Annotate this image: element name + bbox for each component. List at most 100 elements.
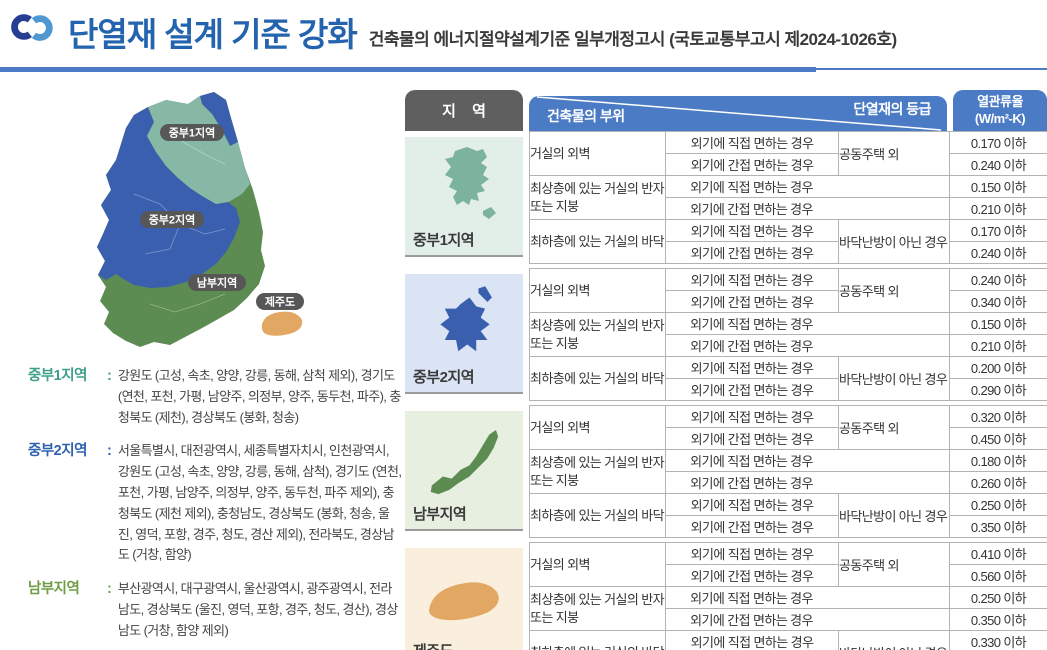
page-header: 단열재 설계 기준 강화 건축물의 에너지절약설계기준 일부개정고시 (국토교통… — [10, 10, 897, 53]
section-rows-table: 거실의 외벽 외기에 직접 면하는 경우 공동주택 외 0.240 이하 외기에 간접 … — [529, 268, 1047, 401]
building-part-cell: 거실의 외벽 — [529, 131, 666, 176]
grade-cell: 공동주택 외 — [838, 542, 950, 587]
u-value-cell: 0.330 이하 — [949, 630, 1047, 650]
u-value-cell: 0.250 이하 — [949, 586, 1047, 609]
building-part-cell: 최하층에 있는 거실의 바닥 — [529, 493, 666, 538]
map-badge-jeju: 제주도 — [256, 293, 304, 310]
u-value-cell: 0.260 이하 — [949, 471, 1047, 494]
region-legend: 중부1지역: 강원도 (고성, 속초, 양양, 강릉, 동해, 삼척 제외), 경… — [28, 366, 402, 650]
table-row: 외기에 간접 면하는 경우 0.450 이하 — [530, 427, 1047, 450]
u-value-cell: 0.240 이하 — [949, 268, 1047, 291]
region-cell: 중부1지역 — [405, 137, 523, 257]
region-cell: 제주도 — [405, 548, 523, 650]
region-name-label: 남부지역 — [413, 506, 467, 523]
legend-item: 중부2지역: 서울특별시, 대전광역시, 세종특별자치시, 인천광역시, 강원도 … — [28, 441, 402, 566]
diagonal-divider — [536, 96, 942, 131]
region-column-header: 지 역 — [405, 90, 523, 131]
u-value-cell: 0.210 이하 — [949, 334, 1047, 357]
part-grade-column-header: 건축물의 부위 단열재의 등급 — [529, 96, 947, 131]
jungbu2-map-region — [97, 107, 240, 288]
exposure-case-cell: 외기에 간접 면하는 경우 — [665, 471, 950, 494]
jeju-map-region — [261, 311, 303, 336]
region-name-label: 중부1지역 — [413, 232, 475, 249]
building-part-cell: 최상층에 있는 거실의 반자 또는 지붕 — [529, 175, 666, 220]
insulation-grade-header: 단열재의 등급 — [853, 101, 931, 117]
u-value-cell: 0.350 이하 — [949, 608, 1047, 631]
u-value-cell: 0.290 이하 — [949, 378, 1047, 401]
legend-region-text: 부산광역시, 대구광역시, 울산광역시, 광주광역시, 전라남도, 경상북도 (… — [117, 581, 398, 638]
exposure-case-cell: 외기에 직접 면하는 경우 — [665, 449, 950, 472]
grade-cell: 바닥난방이 아닌 경우 — [838, 630, 950, 650]
legend-region-label: 중부2지역 — [28, 443, 87, 460]
grade-cell: 바닥난방이 아닌 경우 — [838, 356, 950, 401]
u-value-cell: 0.200 이하 — [949, 356, 1047, 379]
link-logo-icon — [10, 10, 58, 49]
table-row: 외기에 간접 면하는 경우 0.260 이하 — [530, 471, 1047, 494]
legend-colon: : — [107, 581, 112, 598]
jungbu2-map-sliver — [200, 92, 238, 146]
table-row: 외기에 간접 면하는 경우 0.290 이하 — [530, 378, 1047, 401]
section-rows-table: 거실의 외벽 외기에 직접 면하는 경우 공동주택 외 0.320 이하 외기에 간접 … — [529, 405, 1047, 538]
jungbu1-region-shape — [445, 147, 496, 219]
exposure-case-cell: 외기에 직접 면하는 경우 — [665, 630, 839, 650]
insulation-table: 지 역 건축물의 부위 단열재의 등급 열관류율 (W/m²-K) 중부1지역 거… — [405, 88, 1047, 650]
exposure-case-cell: 외기에 직접 면하는 경우 — [665, 493, 839, 516]
grade-cell: 공동주택 외 — [838, 131, 950, 176]
building-part-cell: 최상층에 있는 거실의 반자 또는 지붕 — [529, 312, 666, 357]
u-value-cell: 0.210 이하 — [949, 197, 1047, 220]
page-title: 단열재 설계 기준 강화 — [68, 15, 358, 53]
grade-cell: 바닥난방이 아닌 경우 — [838, 219, 950, 264]
table-row: 거실의 외벽 외기에 직접 면하는 경우 공동주택 외 0.170 이하 — [529, 131, 1047, 176]
legend-region-label: 남부지역 — [28, 581, 80, 598]
legend-colon: : — [107, 443, 112, 460]
u-value-cell: 0.150 이하 — [949, 312, 1047, 335]
table-section: 중부1지역 거실의 외벽 외기에 직접 면하는 경우 공동주택 외 0.170 이하 외기… — [405, 131, 1047, 264]
region-name-label: 중부2지역 — [413, 369, 475, 386]
header-divider-thick — [0, 67, 816, 72]
grade-cell: 공동주택 외 — [838, 405, 950, 450]
exposure-case-cell: 외기에 직접 면하는 경우 — [665, 131, 839, 154]
building-part-header: 건축물의 부위 — [547, 108, 625, 124]
header-divider-thin — [816, 68, 1047, 70]
legend-item: 남부지역: 부산광역시, 대구광역시, 울산광역시, 광주광역시, 전라남도, 경… — [28, 579, 402, 641]
building-part-cell: 거실의 외벽 — [529, 268, 666, 313]
building-part-cell: 거실의 외벽 — [529, 405, 666, 450]
legend-region-label: 중부1지역 — [28, 368, 87, 384]
table-row: 외기에 간접 면하는 경우 0.210 이하 — [530, 334, 1047, 357]
exposure-case-cell: 외기에 간접 면하는 경우 — [665, 290, 839, 313]
building-part-cell: 최하층에 있는 거실의 바닥 — [529, 219, 666, 264]
u-value-cell: 0.340 이하 — [949, 290, 1047, 313]
table-row: 외기에 간접 면하는 경우 0.350 이하 — [530, 608, 1047, 631]
legend-region-text: 강원도 (고성, 속초, 양양, 강릉, 동해, 삼척 제외), 경기도 (연천… — [117, 368, 401, 425]
region-cell: 남부지역 — [405, 411, 523, 531]
svg-text:남부지역: 남부지역 — [197, 276, 237, 290]
grade-cell: 바닥난방이 아닌 경우 — [838, 493, 950, 538]
u-value-cell: 0.240 이하 — [949, 241, 1047, 264]
table-row: 외기에 간접 면하는 경우 0.560 이하 — [530, 564, 1047, 587]
section-rows-table: 거실의 외벽 외기에 직접 면하는 경우 공동주택 외 0.410 이하 외기에 간접 … — [529, 542, 1047, 650]
exposure-case-cell: 외기에 간접 면하는 경우 — [665, 334, 950, 357]
table-row: 거실의 외벽 외기에 직접 면하는 경우 공동주택 외 0.240 이하 — [529, 268, 1047, 313]
building-part-cell: 최상층에 있는 거실의 반자 또는 지붕 — [529, 449, 666, 494]
legend-colon: : — [107, 368, 112, 384]
u-value-cell: 0.240 이하 — [949, 153, 1047, 176]
svg-text:중부1지역: 중부1지역 — [169, 126, 216, 140]
nambu-region-shape — [430, 430, 499, 495]
exposure-case-cell: 외기에 간접 면하는 경우 — [665, 378, 839, 401]
table-section: 남부지역 거실의 외벽 외기에 직접 면하는 경우 공동주택 외 0.320 이하 외기에… — [405, 405, 1047, 538]
jungbu2-region-shape — [440, 286, 492, 352]
region-cell: 중부2지역 — [405, 274, 523, 394]
building-part-cell: 최하층에 있는 거실의 바닥 — [529, 356, 666, 401]
table-row: 거실의 외벽 외기에 직접 면하는 경우 공동주택 외 0.410 이하 — [529, 542, 1047, 587]
exposure-case-cell: 외기에 직접 면하는 경우 — [665, 542, 839, 565]
building-part-cell: 거실의 외벽 — [529, 542, 666, 587]
table-row: 최상층에 있는 거실의 반자 또는 지붕 외기에 직접 면하는 경우 0.150 이… — [529, 312, 1047, 357]
table-row: 최상층에 있는 거실의 반자 또는 지붕 외기에 직접 면하는 경우 0.250 이… — [529, 586, 1047, 631]
u-value-cell: 0.560 이하 — [949, 564, 1047, 587]
